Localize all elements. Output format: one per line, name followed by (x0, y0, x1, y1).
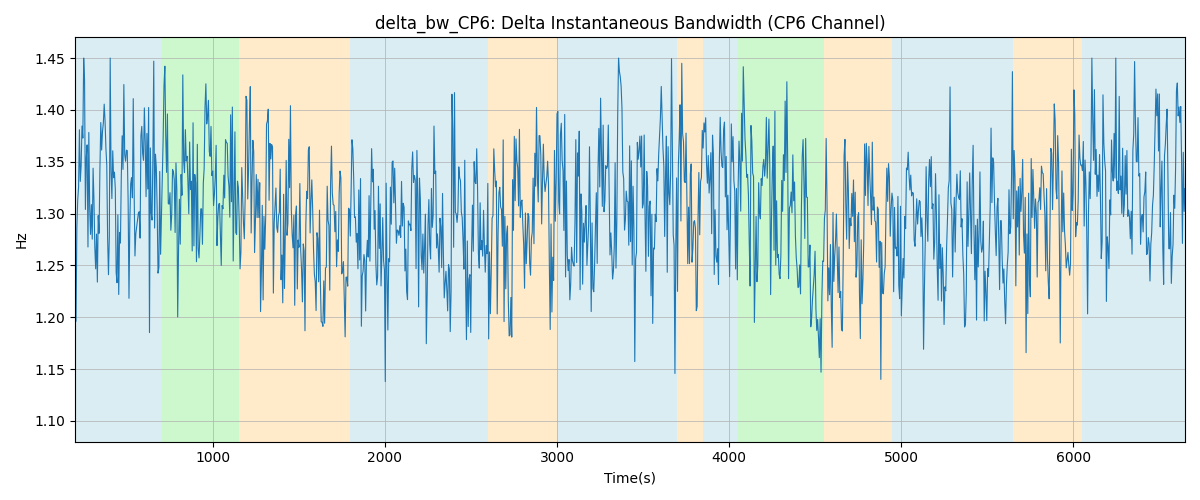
Y-axis label: Hz: Hz (14, 230, 29, 248)
Bar (893, 38, 1013, 442)
Bar (1013, 38, 1081, 442)
Bar (161, 38, 239, 442)
Bar (557, 38, 677, 442)
Title: delta_bw_CP6: Delta Instantaneous Bandwidth (CP6 Channel): delta_bw_CP6: Delta Instantaneous Bandwi… (374, 15, 886, 34)
Bar (488, 38, 557, 442)
Bar (703, 38, 738, 442)
Bar (239, 38, 350, 442)
Bar (823, 38, 893, 442)
X-axis label: Time(s): Time(s) (604, 471, 656, 485)
Bar (1081, 38, 1186, 442)
Bar (76, 38, 161, 442)
Bar (677, 38, 703, 442)
Bar (738, 38, 823, 442)
Bar (350, 38, 488, 442)
